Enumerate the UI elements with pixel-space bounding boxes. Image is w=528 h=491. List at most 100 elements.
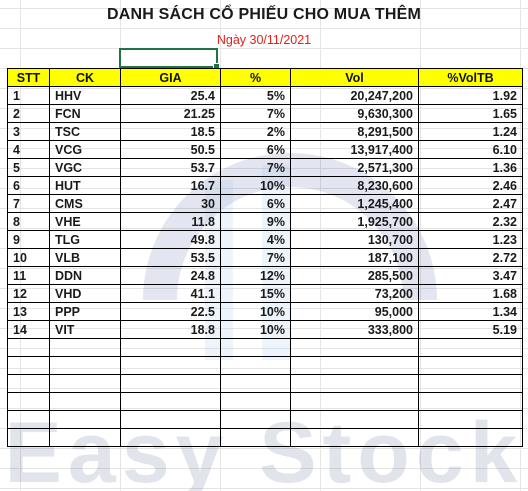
cell-ck[interactable]: DDN: [49, 266, 121, 285]
cell-volpct[interactable]: 1.68: [418, 284, 523, 303]
cell-percent[interactable]: 6%: [220, 194, 291, 213]
cell-percent[interactable]: 9%: [220, 212, 291, 231]
cell-vol[interactable]: 9,630,300: [290, 104, 419, 123]
cell-stt[interactable]: 2: [7, 104, 50, 123]
empty-cell[interactable]: [418, 428, 523, 447]
cell-gia[interactable]: 18.5: [120, 122, 221, 141]
empty-cell[interactable]: [290, 356, 419, 375]
empty-cell[interactable]: [120, 392, 221, 411]
header-stt[interactable]: STT: [7, 68, 50, 87]
cell-ck[interactable]: TSC: [49, 122, 121, 141]
cell-gia[interactable]: 18.8: [120, 320, 221, 339]
header-volpct[interactable]: %VolTB: [418, 68, 523, 87]
cell-vol[interactable]: 8,230,600: [290, 176, 419, 195]
empty-cell[interactable]: [290, 338, 419, 357]
cell-vol[interactable]: 13,917,400: [290, 140, 419, 159]
cell-ck[interactable]: VHE: [49, 212, 121, 231]
cell-stt[interactable]: 14: [7, 320, 50, 339]
empty-cell[interactable]: [290, 392, 419, 411]
cell-percent[interactable]: 4%: [220, 230, 291, 249]
cell-vol[interactable]: 333,800: [290, 320, 419, 339]
cell-ck[interactable]: CMS: [49, 194, 121, 213]
empty-cell[interactable]: [120, 428, 221, 447]
empty-cell[interactable]: [49, 392, 121, 411]
cell-gia[interactable]: 25.4: [120, 86, 221, 105]
empty-cell[interactable]: [49, 374, 121, 393]
cell-percent[interactable]: 7%: [220, 248, 291, 267]
cell-stt[interactable]: 13: [7, 302, 50, 321]
empty-cell[interactable]: [49, 338, 121, 357]
header-vol[interactable]: Vol: [290, 68, 419, 87]
cell-gia[interactable]: 21.25: [120, 104, 221, 123]
cell-volpct[interactable]: 3.47: [418, 266, 523, 285]
empty-cell[interactable]: [418, 338, 523, 357]
empty-cell[interactable]: [220, 410, 291, 429]
cell-percent[interactable]: 5%: [220, 86, 291, 105]
empty-cell[interactable]: [290, 374, 419, 393]
cell-percent[interactable]: 10%: [220, 320, 291, 339]
empty-cell[interactable]: [49, 410, 121, 429]
empty-cell[interactable]: [120, 356, 221, 375]
cell-volpct[interactable]: 1.65: [418, 104, 523, 123]
cell-gia[interactable]: 49.8: [120, 230, 221, 249]
empty-cell[interactable]: [418, 392, 523, 411]
empty-cell[interactable]: [7, 428, 50, 447]
cell-ck[interactable]: PPP: [49, 302, 121, 321]
empty-cell[interactable]: [7, 392, 50, 411]
empty-cell[interactable]: [220, 338, 291, 357]
cell-volpct[interactable]: 1.36: [418, 158, 523, 177]
empty-cell[interactable]: [120, 338, 221, 357]
cell-stt[interactable]: 12: [7, 284, 50, 303]
cell-gia[interactable]: 16.7: [120, 176, 221, 195]
cell-volpct[interactable]: 5.19: [418, 320, 523, 339]
cell-gia[interactable]: 22.5: [120, 302, 221, 321]
cell-percent[interactable]: 7%: [220, 104, 291, 123]
cell-gia[interactable]: 24.8: [120, 266, 221, 285]
cell-gia[interactable]: 53.5: [120, 248, 221, 267]
empty-cell[interactable]: [418, 410, 523, 429]
cell-percent[interactable]: 15%: [220, 284, 291, 303]
cell-volpct[interactable]: 2.32: [418, 212, 523, 231]
cell-vol[interactable]: 130,700: [290, 230, 419, 249]
cell-gia[interactable]: 11.8: [120, 212, 221, 231]
empty-cell[interactable]: [220, 356, 291, 375]
empty-cell[interactable]: [220, 392, 291, 411]
cell-vol[interactable]: 20,247,200: [290, 86, 419, 105]
cell-stt[interactable]: 4: [7, 140, 50, 159]
cell-vol[interactable]: 285,500: [290, 266, 419, 285]
empty-cell[interactable]: [220, 428, 291, 447]
cell-ck[interactable]: HUT: [49, 176, 121, 195]
empty-cell[interactable]: [418, 374, 523, 393]
empty-cell[interactable]: [120, 410, 221, 429]
cell-stt[interactable]: 5: [7, 158, 50, 177]
cell-stt[interactable]: 6: [7, 176, 50, 195]
cell-volpct[interactable]: 1.23: [418, 230, 523, 249]
cell-stt[interactable]: 11: [7, 266, 50, 285]
cell-volpct[interactable]: 2.47: [418, 194, 523, 213]
cell-vol[interactable]: 187,100: [290, 248, 419, 267]
empty-cell[interactable]: [7, 356, 50, 375]
cell-vol[interactable]: 2,571,300: [290, 158, 419, 177]
empty-cell[interactable]: [120, 374, 221, 393]
cell-ck[interactable]: FCN: [49, 104, 121, 123]
cell-percent[interactable]: 6%: [220, 140, 291, 159]
cell-stt[interactable]: 8: [7, 212, 50, 231]
empty-cell[interactable]: [49, 356, 121, 375]
cell-ck[interactable]: VLB: [49, 248, 121, 267]
cell-stt[interactable]: 1: [7, 86, 50, 105]
cell-vol[interactable]: 1,925,700: [290, 212, 419, 231]
cell-percent[interactable]: 10%: [220, 176, 291, 195]
cell-ck[interactable]: VGC: [49, 158, 121, 177]
cell-gia[interactable]: 41.1: [120, 284, 221, 303]
cell-percent[interactable]: 7%: [220, 158, 291, 177]
cell-volpct[interactable]: 2.72: [418, 248, 523, 267]
cell-stt[interactable]: 10: [7, 248, 50, 267]
empty-cell[interactable]: [7, 374, 50, 393]
cell-ck[interactable]: VHD: [49, 284, 121, 303]
empty-cell[interactable]: [7, 410, 50, 429]
active-cell-selection[interactable]: [119, 48, 220, 70]
cell-stt[interactable]: 9: [7, 230, 50, 249]
empty-cell[interactable]: [220, 374, 291, 393]
cell-volpct[interactable]: 1.92: [418, 86, 523, 105]
cell-volpct[interactable]: 2.46: [418, 176, 523, 195]
